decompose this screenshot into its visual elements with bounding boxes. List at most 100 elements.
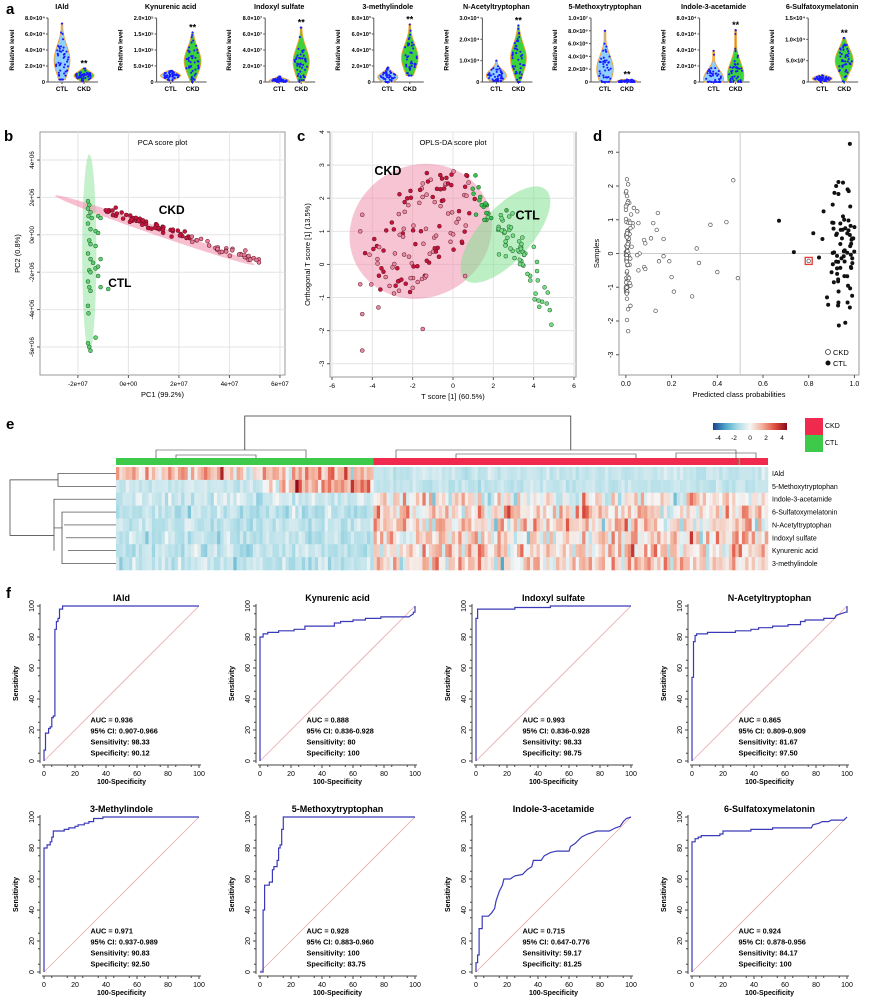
violin-point xyxy=(89,77,92,80)
heatmap-cell xyxy=(728,505,733,519)
score-point-ctl xyxy=(505,235,510,241)
heatmap-cell xyxy=(402,518,407,532)
violin-point xyxy=(707,70,710,73)
violin-point xyxy=(740,67,743,70)
heatmap-cell xyxy=(279,531,283,545)
heatmap-cell xyxy=(164,544,169,558)
score-point-ctl xyxy=(87,284,92,290)
heatmap-cell xyxy=(722,518,726,532)
heatmap-cell xyxy=(370,544,374,558)
probability-point-ckd xyxy=(661,254,666,259)
heatmap-cell xyxy=(670,505,674,519)
violin-point xyxy=(164,71,167,74)
heatmap-cell xyxy=(507,557,511,571)
heatmap-cell xyxy=(298,492,303,506)
violin-point xyxy=(848,62,851,65)
score-point-ckd xyxy=(420,326,426,332)
heatmap-cell xyxy=(337,492,342,506)
heatmap-cell xyxy=(220,557,224,571)
heatmap-cell xyxy=(715,544,720,558)
roc-reference-diagonal xyxy=(259,816,416,973)
heatmap-cell xyxy=(608,505,612,519)
heatmap-cell xyxy=(269,505,273,519)
violin-point xyxy=(707,80,710,84)
violin-point xyxy=(599,61,602,64)
probability-point-ctl xyxy=(846,283,851,288)
heatmap-cell xyxy=(269,557,273,571)
heatmap-cell xyxy=(516,531,521,545)
heatmap-cell xyxy=(663,467,668,481)
probability-point-ckd xyxy=(624,189,629,194)
heatmap-cell xyxy=(243,467,247,481)
probability-point-ckd xyxy=(806,258,811,264)
heatmap-cell xyxy=(282,492,286,506)
roc-y-tick-label: 80 xyxy=(461,633,468,641)
roc-ci-text: 95% CI: 0.836-0.928 xyxy=(307,726,374,735)
heatmap-cell xyxy=(631,505,635,519)
heatmap-cell xyxy=(585,531,589,545)
heatmap-cell xyxy=(177,557,182,571)
probability-point-ctl xyxy=(826,302,831,307)
score-point-ctl xyxy=(503,243,508,248)
heatmap-cell xyxy=(197,479,202,494)
heatmap-cell xyxy=(487,518,492,532)
heatmap-cell xyxy=(331,479,335,494)
heatmap-cell xyxy=(526,518,531,532)
heatmap-cell xyxy=(233,467,237,481)
heatmap-cell xyxy=(735,467,739,481)
violin-point xyxy=(55,65,58,68)
heatmap-cell xyxy=(608,518,612,532)
violin-point xyxy=(501,72,504,75)
heatmap-cell xyxy=(210,479,215,494)
heatmap-cell xyxy=(494,518,498,532)
heatmap-cell xyxy=(197,492,202,506)
violin-title: N-Acetyltryptophan xyxy=(463,2,530,11)
heatmap-cell xyxy=(546,518,550,532)
heatmap-cell xyxy=(569,505,573,519)
violin-point xyxy=(187,59,190,63)
heatmap-cell xyxy=(353,531,358,545)
heatmap-cell xyxy=(340,557,345,571)
violin-point xyxy=(302,54,305,57)
violin-ytick-label: 2.0×10⁷ xyxy=(243,64,263,70)
heatmap-cell xyxy=(634,544,638,558)
heatmap-cell xyxy=(719,467,723,481)
violin-point xyxy=(492,73,495,76)
roc-x-tick-label: 80 xyxy=(596,771,604,778)
heatmap-cell xyxy=(754,492,759,506)
heatmap-cell xyxy=(376,557,381,571)
heatmap-cell xyxy=(644,492,648,506)
heatmap-cell xyxy=(556,531,560,545)
score-point-ctl xyxy=(95,273,101,279)
violin-xtick-label: CKD xyxy=(837,86,851,93)
heatmap-cell xyxy=(135,492,140,506)
heatmap-cell xyxy=(324,557,329,571)
heatmap-cell xyxy=(549,518,554,532)
heatmap-cell xyxy=(445,492,449,506)
heatmap-cell xyxy=(204,557,208,571)
violin-point xyxy=(495,70,498,73)
heatmap-cell xyxy=(399,467,404,481)
score-point-ctl xyxy=(483,201,488,206)
violin-point xyxy=(61,32,64,35)
heatmap-cell xyxy=(725,531,730,545)
heatmap-cell xyxy=(578,492,583,506)
heatmap-cell xyxy=(252,557,257,571)
heatmap-cell xyxy=(383,557,387,571)
heatmap-cell xyxy=(712,544,717,558)
heatmap-cell xyxy=(751,467,756,481)
heatmap-cell xyxy=(383,531,387,545)
score-point-ctl xyxy=(503,253,509,259)
heatmap-cell xyxy=(142,557,146,571)
heatmap-cell xyxy=(637,467,642,481)
violin-point xyxy=(409,33,412,36)
heatmap-cell xyxy=(507,467,511,481)
heatmap-cell xyxy=(243,531,247,545)
heatmap-cell xyxy=(640,531,645,545)
heatmap-row-label: 5-Methoxytryptophan xyxy=(772,484,838,491)
heatmap-cell xyxy=(631,531,635,545)
score-point-ckd xyxy=(369,282,374,287)
violin-point xyxy=(496,65,500,68)
heatmap-cell xyxy=(334,557,338,571)
violin-point xyxy=(733,75,736,78)
